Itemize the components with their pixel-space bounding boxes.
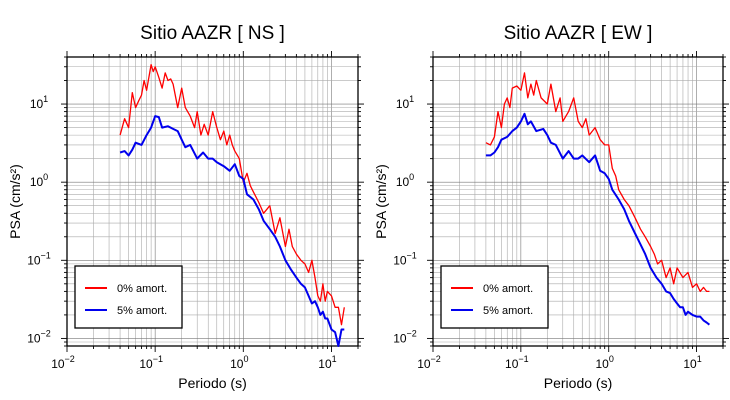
series-line-red <box>119 63 345 326</box>
legend-box <box>440 265 549 329</box>
legend-label: 5% amort. <box>117 305 167 317</box>
chart-title: Sitio AAZR [ NS ] <box>140 23 285 44</box>
legend: 0% amort. 5% amort. <box>74 265 183 329</box>
chart-ew: 10−2 10−1 100 101 10−2 10−1 100 101 Sitio AAZR [… <box>373 23 729 391</box>
x-axis-label: Periodo (s) <box>544 375 612 391</box>
x-tick-label: 10−2 <box>51 354 75 371</box>
plot-frame <box>432 56 724 347</box>
ticks <box>427 51 729 352</box>
y-tick-label: 101 <box>30 94 48 111</box>
series-line-blue <box>485 112 711 326</box>
y-tick-label: 101 <box>396 94 414 111</box>
y-tick-label: 10−2 <box>393 328 417 345</box>
x-tick-label: 10−2 <box>417 354 441 371</box>
y-tick-label: 100 <box>396 172 414 189</box>
series-line-red <box>485 72 710 293</box>
legend-label: 0% amort. <box>117 283 167 295</box>
legend-box <box>74 265 183 329</box>
x-tick-label: 100 <box>230 354 248 371</box>
x-tick-label: 101 <box>683 354 701 371</box>
x-tick-label: 10−1 <box>505 354 529 371</box>
legend: 0% amort. 5% amort. <box>440 265 549 329</box>
legend-label: 0% amort. <box>483 283 533 295</box>
plot-frame <box>66 56 359 347</box>
y-axis-label: PSA (cm/s²) <box>7 164 23 239</box>
y-tick-label: 100 <box>30 172 48 189</box>
y-tick-label: 10−2 <box>27 328 51 345</box>
x-axis-label: Periodo (s) <box>178 375 246 391</box>
x-tick-label: 101 <box>318 354 336 371</box>
y-axis-label: PSA (cm/s²) <box>373 164 389 239</box>
y-tick-label: 10−1 <box>393 250 417 267</box>
ticks <box>61 51 364 352</box>
x-tick-label: 100 <box>596 354 614 371</box>
x-tick-label: 10−1 <box>139 354 163 371</box>
y-tick-label: 10−1 <box>27 250 51 267</box>
legend-label: 5% amort. <box>483 305 533 317</box>
series-line-blue <box>119 115 345 347</box>
chart-title: Sitio AAZR [ EW ] <box>504 23 653 44</box>
chart-ns: 10−2 10−1 100 101 10−2 10−1 100 101 Sitio AAZR [… <box>7 23 364 391</box>
